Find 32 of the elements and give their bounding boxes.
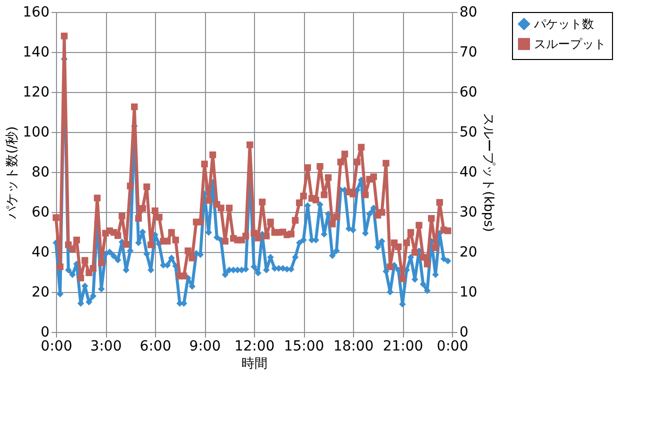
x-tick-label: 0:00: [436, 338, 468, 354]
y-axis-title: パケット数(/秒): [4, 126, 20, 220]
y2-tick-label: 10: [460, 284, 478, 300]
y2-tick-label: 0: [460, 324, 468, 340]
y-tick-label: 0: [40, 324, 50, 340]
y2-axis-title: スループット(kbps): [480, 113, 496, 232]
y2-tick-label: 30: [460, 204, 478, 220]
y2-tick-label: 40: [460, 164, 478, 180]
y2-tick-label: 20: [460, 244, 478, 260]
x-axis-title: 時間: [242, 356, 268, 372]
y2-tick-label: 70: [460, 44, 478, 60]
y-tick-label: 120: [22, 84, 50, 100]
x-tick-label: 3:00: [90, 338, 122, 354]
legend-label: パケット数: [533, 17, 594, 31]
y-tick-label: 20: [32, 284, 50, 300]
x-tick-label: 21:00: [382, 338, 424, 354]
x-tick-label: 9:00: [189, 338, 221, 354]
y-tick-label: 60: [32, 204, 50, 220]
y-tick-label: 140: [22, 44, 50, 60]
x-tick-label: 6:00: [140, 338, 172, 354]
x-tick-label: 15:00: [284, 338, 324, 354]
y-tick-label: 100: [22, 124, 50, 140]
y-tick-label: 160: [22, 4, 50, 20]
x-tick-label: 0:00: [40, 338, 72, 354]
y2-tick-label: 60: [460, 84, 478, 100]
y2-tick-label: 80: [460, 4, 478, 20]
x-tick-label: 18:00: [333, 338, 374, 354]
legend-label: スループット: [534, 37, 606, 51]
y2-tick-label: 50: [460, 124, 478, 140]
x-tick-label: 12:00: [234, 338, 275, 354]
y-tick-label: 80: [32, 164, 50, 180]
y-tick-label: 40: [32, 244, 50, 260]
